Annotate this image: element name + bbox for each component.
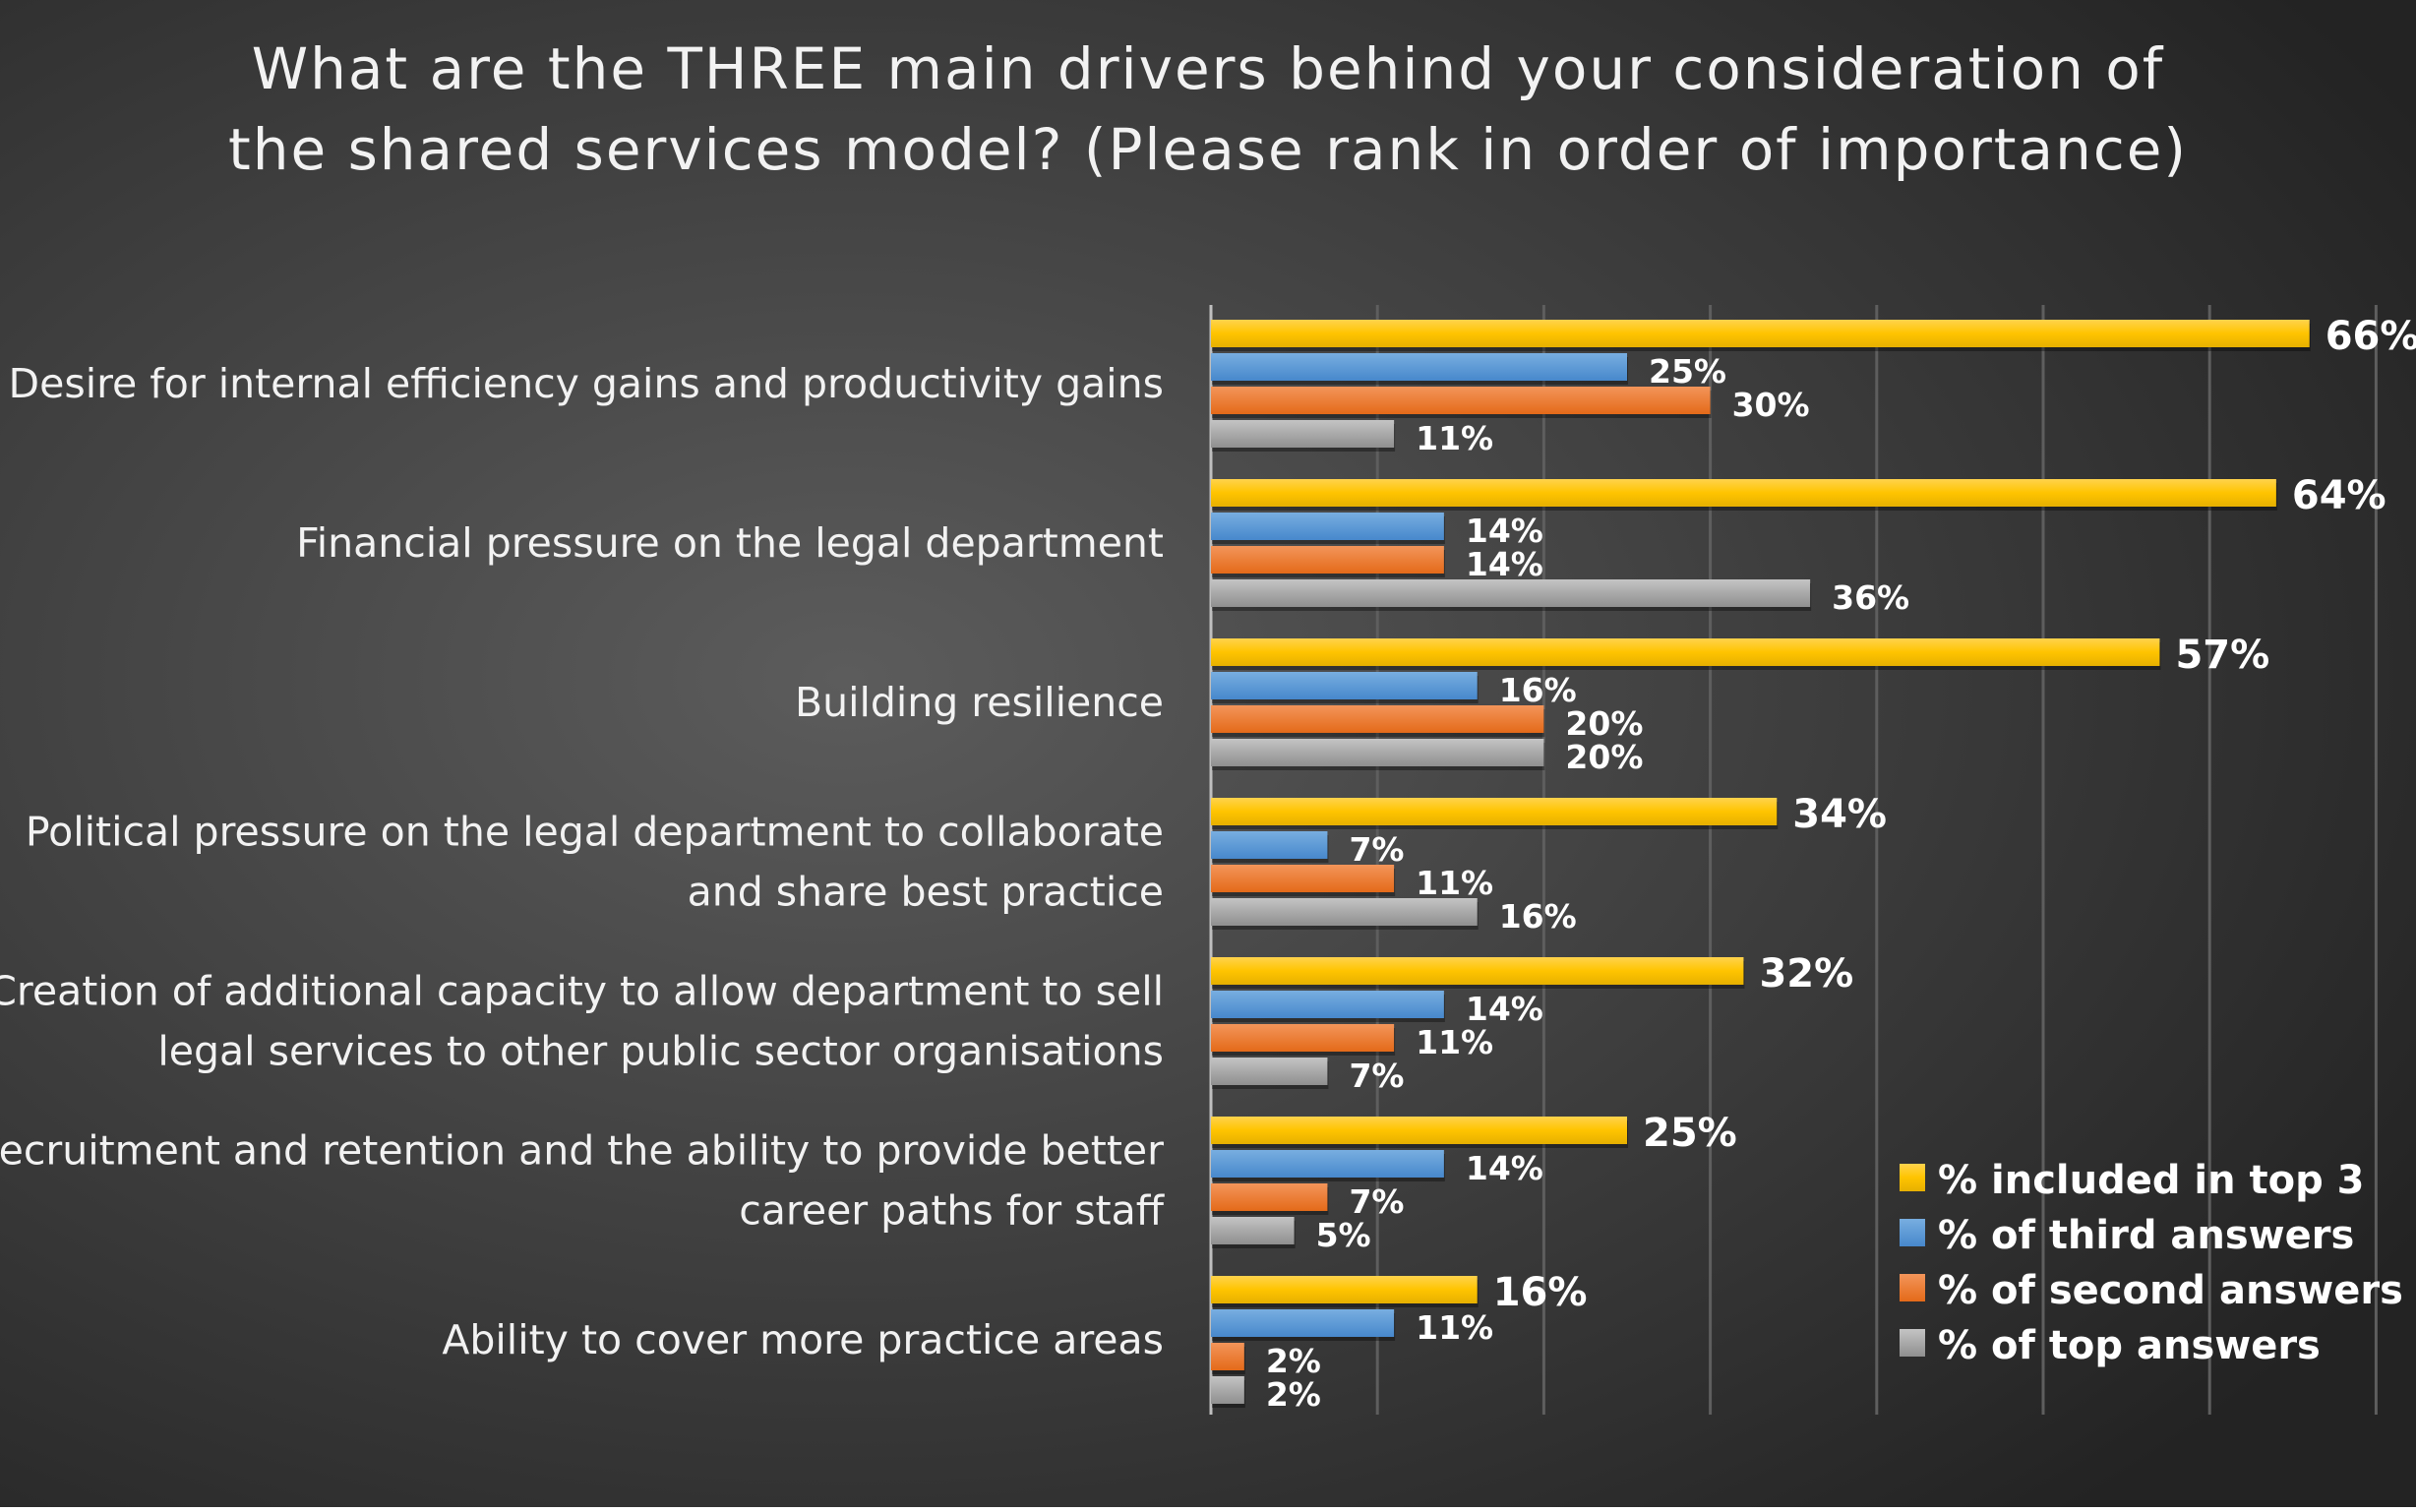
bar-3 [1211,420,1395,448]
legend-swatch [1900,1164,1925,1191]
bar-1 [1211,1309,1395,1337]
data-label: 30% [1732,386,1810,424]
bar-0 [1211,1276,1478,1303]
data-label: 66% [2325,314,2416,359]
data-label: 7% [1349,830,1404,869]
category-label: Recruitment and retention and the abilit… [0,1127,1164,1175]
bar-3 [1211,1217,1295,1244]
data-label: 2% [1266,1375,1321,1414]
data-label: 11% [1416,1023,1493,1061]
category-label: Desire for internal efficiency gains and… [9,360,1164,407]
data-label: 34% [1792,792,1887,837]
category-label: legal services to other public sector or… [157,1028,1164,1075]
legend-label: % of second answers [1938,1268,2403,1313]
bar-2 [1211,865,1395,892]
category-label: Ability to cover more practice areas [442,1316,1164,1363]
bar-3 [1211,1058,1328,1085]
data-label: 11% [1416,419,1493,457]
data-label: 14% [1466,990,1543,1028]
bar-2 [1211,387,1711,414]
category-label: Financial pressure on the legal departme… [296,519,1164,567]
legend-label: % included in top 3 [1938,1158,2365,1203]
data-label: 64% [2292,473,2386,518]
bar-2 [1211,1183,1328,1211]
data-label: 16% [1493,1270,1588,1315]
data-label: 14% [1466,545,1543,583]
category-label: Creation of additional capacity to allow… [0,968,1164,1015]
bar-1 [1211,672,1478,699]
data-label: 57% [2175,633,2269,678]
data-label: 25% [1649,352,1726,391]
bar-3 [1211,1376,1244,1404]
bar-0 [1211,320,2310,347]
data-label: 2% [1266,1342,1321,1380]
data-labels: 66%25%30%11%64%14%14%36%57%16%20%20%34%7… [1266,314,2416,1414]
category-labels: Desire for internal efficiency gains and… [0,360,1166,1363]
bar-0 [1211,798,1778,825]
data-label: 16% [1499,671,1577,709]
legend-swatch [1900,1219,1925,1246]
data-label: 36% [1832,578,1909,617]
data-label: 32% [1759,951,1853,997]
data-label: 7% [1349,1057,1404,1095]
legend-swatch [1900,1329,1925,1357]
bars [1211,320,2311,1408]
bar-1 [1211,513,1444,540]
data-label: 14% [1466,1149,1543,1187]
legend: % included in top 3 % of third answers % o… [1900,1158,2403,1368]
bar-0 [1211,479,2276,507]
bar-3 [1211,898,1478,926]
data-label: 16% [1499,897,1577,936]
bar-1 [1211,1150,1444,1178]
data-label: 20% [1565,704,1643,743]
bar-0 [1211,957,1744,985]
bar-2 [1211,1343,1244,1370]
bar-0 [1211,1117,1627,1144]
bar-1 [1211,353,1627,381]
category-label: and share best practice [688,869,1164,916]
category-label: career paths for staff [739,1187,1166,1235]
bar-3 [1211,739,1544,766]
bar-1 [1211,831,1328,859]
chart-title-line: the shared services model? (Please rank … [228,116,2188,183]
data-label: 5% [1316,1216,1371,1254]
data-label: 7% [1349,1182,1404,1221]
bar-2 [1211,705,1544,733]
data-label: 11% [1416,864,1493,902]
chart-title: What are the THREE main drivers behind y… [228,35,2188,183]
bar-1 [1211,991,1444,1018]
data-label: 14% [1466,512,1543,550]
bar-2 [1211,546,1444,574]
legend-label: % of third answers [1938,1213,2354,1258]
data-label: 11% [1416,1308,1493,1347]
category-label: Political pressure on the legal departme… [26,809,1164,856]
bar-2 [1211,1024,1395,1052]
chart-title-line: What are the THREE main drivers behind y… [252,35,2164,102]
category-label: Building resilience [795,679,1164,726]
data-label: 25% [1643,1111,1737,1156]
bar-3 [1211,579,1811,607]
data-label: 20% [1565,738,1643,776]
legend-swatch [1900,1274,1925,1301]
legend-label: % of top answers [1938,1323,2321,1368]
bar-0 [1211,638,2160,666]
